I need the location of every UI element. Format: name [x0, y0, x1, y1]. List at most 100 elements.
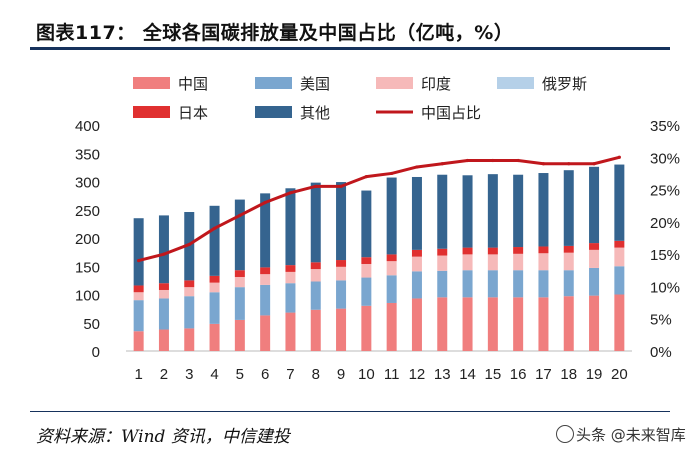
bar-其他	[487, 174, 498, 248]
bar-其他	[133, 218, 144, 286]
legend-label: 日本	[178, 104, 208, 122]
bar-其他	[310, 182, 321, 263]
x-tick-label: 18	[560, 366, 577, 383]
bar-日本	[411, 249, 422, 257]
y-right-tick-label: 5%	[650, 312, 672, 329]
bar-美国	[310, 281, 321, 310]
bar-中国	[310, 309, 321, 351]
bar-日本	[437, 248, 448, 256]
y-right-tick-label: 30%	[650, 150, 680, 167]
x-tick-label: 11	[384, 366, 400, 383]
y-left-tick-label: 50	[83, 316, 100, 333]
bar-印度	[336, 266, 347, 281]
legend-swatch-日本	[133, 106, 170, 118]
bar-美国	[589, 267, 600, 296]
bar-中国	[487, 297, 498, 351]
watermark-logo-icon	[556, 425, 574, 443]
bar-中国	[462, 297, 473, 351]
bar-美国	[563, 270, 574, 297]
bar-美国	[462, 270, 473, 298]
x-tick-label: 2	[160, 366, 168, 383]
bar-日本	[589, 243, 600, 250]
x-tick-label: 15	[485, 366, 502, 383]
bar-其他	[437, 174, 448, 249]
bar-印度	[310, 269, 321, 282]
line-point	[567, 162, 571, 166]
y-right-tick-label: 20%	[650, 215, 680, 232]
bar-日本	[158, 283, 169, 290]
bar-日本	[462, 247, 473, 255]
x-tick-label: 7	[286, 366, 294, 383]
bar-其他	[411, 176, 422, 250]
bar-美国	[487, 270, 498, 298]
bar-印度	[184, 287, 195, 297]
bar-印度	[589, 249, 600, 268]
legend-label: 中国占比	[421, 104, 481, 122]
bar-中国	[285, 312, 296, 351]
bar-印度	[538, 253, 549, 271]
bar-美国	[234, 287, 245, 320]
legend-label: 其他	[300, 104, 330, 122]
bar-其他	[234, 199, 245, 271]
x-tick-label: 16	[510, 366, 527, 383]
line-point	[541, 162, 546, 166]
bar-中国	[437, 297, 448, 351]
legend-swatch-美国	[255, 77, 292, 89]
bar-中国	[386, 302, 397, 351]
bar-其他	[538, 173, 549, 247]
x-tick-label: 4	[210, 366, 218, 383]
bar-日本	[260, 267, 271, 275]
bar-美国	[386, 275, 397, 303]
bar-美国	[411, 271, 422, 299]
line-point	[364, 175, 368, 179]
line-point	[415, 165, 419, 169]
bar-美国	[184, 296, 195, 329]
bar-其他	[386, 177, 397, 255]
bar-中国	[234, 319, 245, 351]
source-note: 资料来源：Wind 资讯，中信建投	[36, 427, 290, 447]
y-left-tick-label: 250	[75, 203, 100, 220]
bar-中国	[538, 297, 549, 351]
x-tick-label: 6	[261, 366, 269, 383]
bar-印度	[133, 292, 144, 301]
bar-美国	[614, 266, 625, 295]
y-left-tick-label: 0	[92, 344, 100, 361]
line-point	[137, 259, 141, 263]
bar-美国	[209, 292, 220, 324]
bar-其他	[158, 215, 169, 284]
line-point	[592, 162, 596, 166]
x-tick-label: 14	[459, 366, 476, 383]
bar-美国	[513, 270, 524, 298]
y-left-tick-label: 400	[75, 118, 100, 135]
bar-日本	[614, 240, 625, 248]
title-rule	[30, 47, 670, 50]
bar-其他	[285, 188, 296, 266]
bar-美国	[538, 270, 549, 298]
bar-日本	[361, 257, 372, 264]
x-tick-label: 3	[185, 366, 193, 383]
line-point	[390, 171, 394, 176]
line-point	[263, 200, 267, 205]
line-point	[440, 162, 444, 166]
line-point	[288, 191, 293, 195]
bar-中国	[513, 297, 524, 351]
bar-日本	[563, 245, 574, 253]
bar-中国	[411, 298, 422, 351]
bar-中国	[158, 329, 169, 351]
bar-日本	[538, 246, 549, 254]
bar-中国	[563, 296, 574, 351]
line-point	[162, 252, 166, 256]
x-tick-label: 1	[134, 366, 142, 383]
bar-日本	[234, 270, 245, 277]
line-point	[212, 226, 217, 230]
bar-美国	[260, 284, 271, 316]
bar-中国	[336, 308, 347, 351]
x-tick-label: 8	[312, 366, 320, 383]
bar-中国	[361, 305, 372, 351]
bar-日本	[133, 285, 144, 293]
x-tick-label: 13	[434, 366, 451, 383]
y-right-tick-label: 35%	[650, 118, 680, 135]
legend-swatch-其他	[255, 106, 292, 118]
bar-中国	[209, 323, 220, 351]
bar-其他	[462, 175, 473, 248]
